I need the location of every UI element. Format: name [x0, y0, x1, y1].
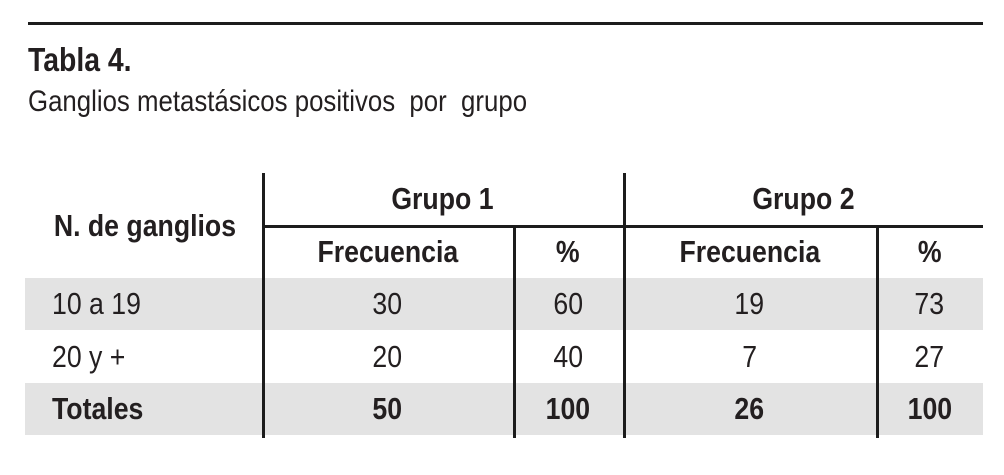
- cell-totales-g2-frecuencia: 26: [734, 391, 765, 426]
- row-header-label: N. de ganglios: [53, 207, 237, 243]
- group2-frecuencia-header: Frecuencia: [623, 225, 876, 278]
- table-title-text: Tabla 4.: [28, 41, 132, 78]
- cell-10a19-g1-pct: 60: [553, 286, 583, 321]
- row-header-cell: N. de ganglios: [28, 173, 262, 278]
- row-shade-totals: [25, 383, 983, 435]
- cell-10a19-g2-frecuencia: 19: [734, 286, 765, 321]
- group1-frecuencia-label: Frecuencia: [317, 233, 458, 269]
- group1-frecuencia-header: Frecuencia: [262, 225, 513, 278]
- data-table: N. de ganglios Grupo 1 Grupo 2 Frecuenci…: [28, 173, 983, 435]
- cell-20y-g1-frecuencia: 20: [372, 338, 403, 374]
- cell-20y-g2-frecuencia: 7: [742, 338, 757, 374]
- group2-header-cell: Grupo 2: [623, 173, 983, 225]
- group2-pct-label: %: [917, 233, 942, 269]
- row-label-10a19: 10 a 19: [52, 286, 141, 321]
- cell-20y-g1-pct: 40: [553, 338, 583, 374]
- group1-pct-label: %: [556, 233, 580, 269]
- table-subtitle-text: Ganglios metastásicos positivos por grup…: [28, 85, 528, 118]
- cell-20y-g2-pct: 27: [914, 338, 945, 374]
- table-title: Tabla 4.: [28, 41, 148, 78]
- group2-pct-header: %: [876, 225, 983, 278]
- divider-group1-frecuencia-pct: [513, 225, 516, 438]
- group2-frecuencia-label: Frecuencia: [679, 233, 820, 269]
- group1-header-cell: Grupo 1: [262, 173, 623, 225]
- group1-pct-header: %: [513, 225, 623, 278]
- group2-label: Grupo 2: [751, 181, 855, 216]
- divider-group1-group2: [623, 173, 626, 438]
- divider-rowheader-group1: [262, 173, 265, 438]
- cell-10a19-g1-frecuencia: 30: [372, 286, 403, 321]
- row-shade-1: [25, 278, 983, 330]
- group-header-underline: [262, 225, 983, 228]
- table-subtitle: Ganglios metastásicos positivos por grup…: [28, 85, 608, 118]
- row-label-20y: 20 y +: [52, 338, 126, 374]
- cell-totales-g1-frecuencia: 50: [372, 391, 403, 426]
- divider-group2-frecuencia-pct: [876, 225, 879, 438]
- cell-totales-g2-pct: 100: [907, 391, 952, 426]
- row-label-totales: Totales: [52, 391, 144, 426]
- top-rule: [28, 22, 983, 25]
- group1-label: Grupo 1: [391, 181, 494, 216]
- cell-totales-g1-pct: 100: [545, 391, 591, 426]
- cell-10a19-g2-pct: 73: [914, 286, 945, 321]
